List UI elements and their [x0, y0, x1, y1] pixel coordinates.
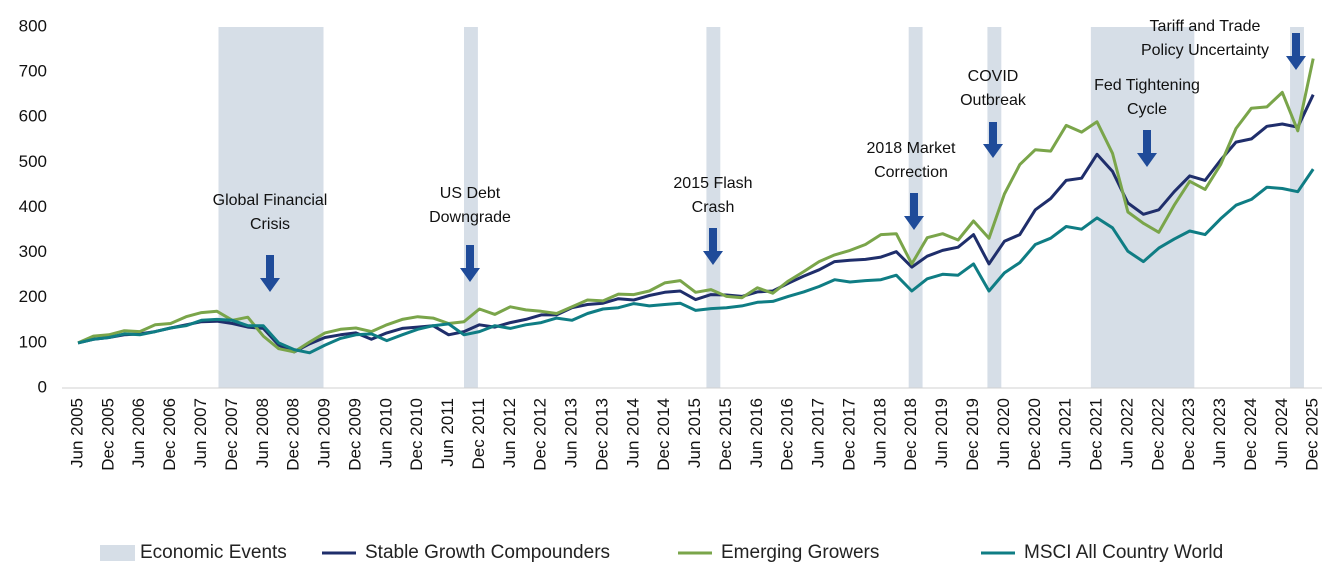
- event-band: [1290, 27, 1304, 388]
- y-tick-label: 700: [19, 62, 47, 81]
- x-tick-label: Dec 2007: [222, 398, 241, 471]
- x-tick-label: Jun 2014: [623, 398, 642, 468]
- event-label: Policy Uncertainty: [1141, 42, 1269, 59]
- event-arrow: [703, 228, 723, 265]
- x-tick-label: Dec 2024: [1241, 398, 1260, 471]
- x-tick-label: Jun 2018: [870, 398, 889, 468]
- x-tick-label: Jun 2020: [994, 398, 1013, 468]
- event-band: [218, 27, 324, 388]
- event-label: Global Financial: [213, 192, 328, 209]
- event-label: Cycle: [1127, 101, 1167, 118]
- x-tick-label: Dec 2016: [778, 398, 797, 471]
- x-tick-label: Jun 2016: [747, 398, 766, 468]
- x-tick-label: Jun 2007: [191, 398, 210, 468]
- x-tick-label: Jun 2012: [500, 398, 519, 468]
- event-label: Fed Tightening: [1094, 77, 1200, 94]
- x-tick-label: Jun 2006: [129, 398, 148, 468]
- x-tick-label: Dec 2011: [469, 398, 488, 470]
- legend-label: Economic Events: [140, 542, 287, 563]
- legend-label: Emerging Growers: [721, 542, 879, 563]
- x-tick-label: Dec 2023: [1179, 398, 1198, 471]
- event-label: Tariff and Trade: [1150, 18, 1261, 35]
- event-label: 2018 Market: [867, 140, 956, 157]
- x-tick-label: Dec 2009: [345, 398, 364, 471]
- x-tick-label: Dec 2017: [839, 398, 858, 471]
- event-band: [987, 27, 1002, 388]
- event-label: Correction: [874, 164, 948, 181]
- x-tick-label: Dec 2018: [901, 398, 920, 471]
- event-label: 2015 Flash: [673, 175, 752, 192]
- event-label: Crisis: [250, 216, 290, 233]
- event-label: Outbreak: [960, 92, 1027, 109]
- x-tick-label: Jun 2017: [809, 398, 828, 468]
- event-label: US Debt: [440, 185, 501, 202]
- y-tick-label: 600: [19, 107, 47, 126]
- series-line: [77, 58, 1315, 354]
- series-line: [77, 168, 1315, 355]
- y-tick-label: 300: [19, 242, 47, 261]
- x-tick-label: Dec 2025: [1303, 398, 1322, 471]
- legend-label: Stable Growth Compounders: [365, 542, 610, 563]
- event-band: [706, 27, 721, 388]
- event-arrow: [983, 122, 1003, 158]
- x-tick-label: Jun 2009: [315, 398, 334, 468]
- x-tick-label: Jun 2005: [67, 398, 86, 468]
- y-tick-label: 500: [19, 152, 47, 171]
- x-tick-label: Dec 2012: [531, 398, 550, 471]
- event-arrow: [1137, 130, 1157, 167]
- x-tick-label: Dec 2019: [963, 398, 982, 471]
- y-tick-label: 400: [19, 197, 47, 216]
- x-tick-label: Dec 2005: [98, 398, 117, 471]
- y-tick-label: 0: [38, 377, 47, 396]
- y-tick-label: 100: [19, 332, 47, 351]
- x-tick-label: Jun 2021: [1056, 398, 1075, 468]
- x-tick-label: Dec 2013: [592, 398, 611, 471]
- y-tick-label: 800: [19, 16, 47, 35]
- series-line: [77, 94, 1315, 354]
- x-tick-label: Dec 2014: [654, 398, 673, 471]
- x-tick-label: Dec 2006: [160, 398, 179, 471]
- event-label: Downgrade: [429, 209, 511, 226]
- x-tick-label: Jun 2024: [1272, 398, 1291, 468]
- x-tick-label: Dec 2021: [1087, 398, 1106, 471]
- event-arrow: [1286, 33, 1306, 70]
- event-arrow: [260, 255, 280, 292]
- x-tick-label: Dec 2015: [716, 398, 735, 471]
- x-tick-label: Jun 2023: [1210, 398, 1229, 468]
- x-tick-label: Jun 2013: [562, 398, 581, 468]
- event-arrow: [904, 193, 924, 230]
- event-label: COVID: [968, 68, 1019, 85]
- x-tick-label: Jun 2015: [685, 398, 704, 468]
- x-tick-label: Jun 2022: [1117, 398, 1136, 468]
- event-band: [1090, 27, 1195, 388]
- event-band: [464, 27, 478, 388]
- x-tick-label: Jun 2019: [932, 398, 951, 468]
- x-tick-label: Jun 2008: [253, 398, 272, 468]
- legend-swatch: [100, 545, 135, 561]
- y-tick-label: 200: [19, 287, 47, 306]
- x-tick-label: Jun 2011: [438, 398, 457, 467]
- event-arrow: [460, 245, 480, 282]
- x-tick-label: Jun 2010: [376, 398, 395, 468]
- x-tick-label: Dec 2022: [1148, 398, 1167, 471]
- x-tick-label: Dec 2020: [1025, 398, 1044, 471]
- legend-label: MSCI All Country World: [1024, 542, 1223, 563]
- x-tick-label: Dec 2008: [284, 398, 303, 471]
- x-tick-label: Dec 2010: [407, 398, 426, 471]
- event-label: Crash: [692, 199, 735, 216]
